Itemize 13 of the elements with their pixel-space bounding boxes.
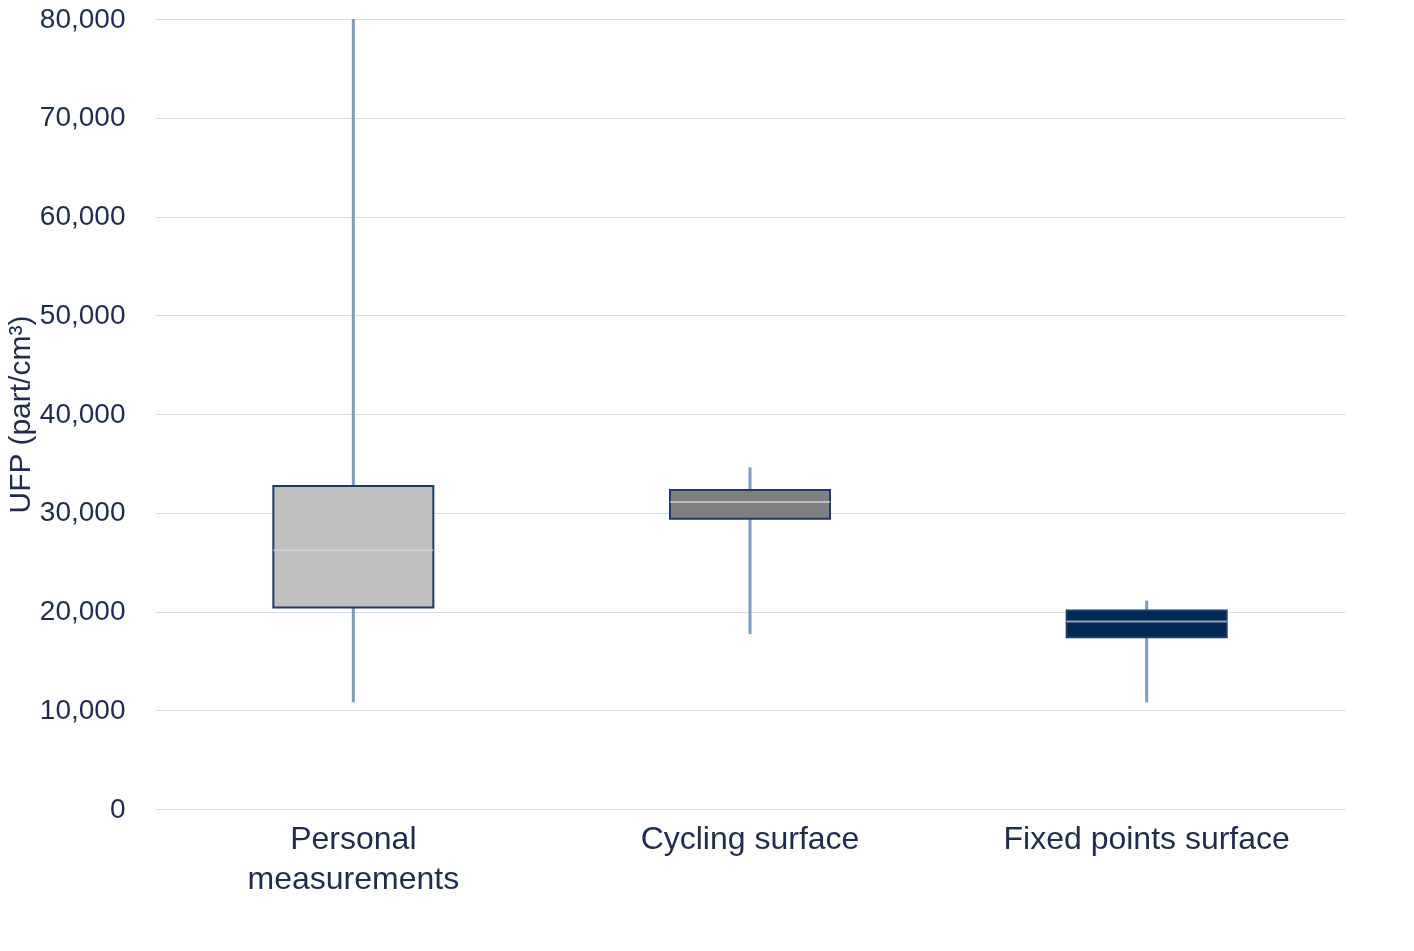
x-tick-label: Personal measurements [247,819,460,896]
y-tick-label: 30,000 [39,496,126,528]
y-tick-label: 70,000 [39,101,126,133]
y-tick-label: 20,000 [39,595,126,626]
y-tick-label: 40,000 [39,397,126,429]
y-tick-label: 10,000 [39,693,126,725]
y-tick-label: 80,000 [39,2,126,34]
y-tick-label: 0 [109,792,126,824]
y-axis-title: UFP (part/cm³) [2,315,36,514]
x-tick-label: Cycling surface [640,819,860,856]
y-tick-label: 50,000 [39,298,126,330]
y-tick-label: 60,000 [39,200,126,231]
x-tick-label: Fixed points surface [1003,819,1290,856]
